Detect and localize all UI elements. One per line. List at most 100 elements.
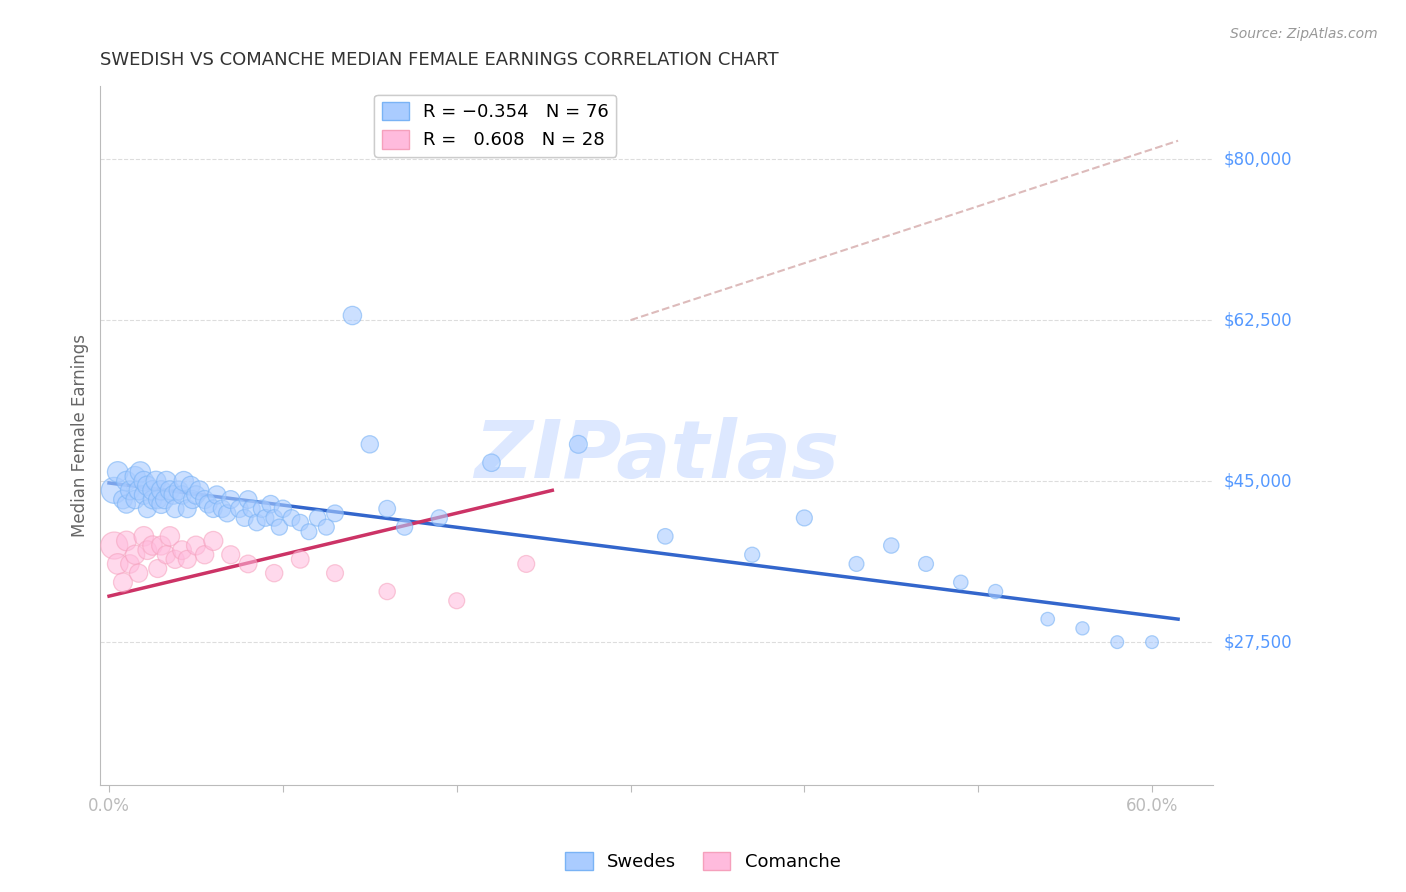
Point (271, 501, 294, 516)
Point (260, 497, 283, 511)
Point (211, 501, 233, 516)
Point (162, 488, 184, 502)
Point (375, 584, 398, 599)
Point (146, 561, 169, 575)
Point (280, 511, 302, 525)
Point (741, 548, 763, 562)
Point (103, 483, 125, 498)
Point (915, 557, 938, 571)
Text: $27,500: $27,500 (1225, 633, 1292, 651)
Point (984, 584, 1007, 599)
Point (845, 557, 868, 571)
Point (181, 492, 204, 507)
Point (290, 552, 312, 566)
Point (111, 575, 134, 590)
Text: Source: ZipAtlas.com: Source: ZipAtlas.com (1230, 27, 1378, 41)
Point (165, 552, 187, 566)
Legend: R = −0.354   N = 76, R =   0.608   N = 28: R = −0.354 N = 76, R = 0.608 N = 28 (374, 95, 616, 157)
Point (307, 511, 329, 525)
Point (124, 492, 146, 507)
Point (250, 501, 273, 516)
Point (315, 520, 337, 534)
Point (170, 488, 193, 502)
Point (194, 492, 217, 507)
Legend: Swedes, Comanche: Swedes, Comanche (558, 845, 848, 879)
Point (184, 539, 207, 553)
Point (194, 548, 217, 562)
Text: $80,000: $80,000 (1225, 150, 1292, 168)
Point (159, 483, 181, 498)
Point (115, 497, 138, 511)
Point (167, 483, 190, 498)
Point (136, 501, 159, 516)
Text: SWEDISH VS COMANCHE MEDIAN FEMALE EARNINGS CORRELATION CHART: SWEDISH VS COMANCHE MEDIAN FEMALE EARNIN… (100, 51, 779, 69)
Point (481, 456, 503, 470)
Point (233, 511, 256, 525)
Point (263, 566, 285, 581)
Point (219, 492, 242, 507)
Point (111, 492, 134, 507)
Point (880, 539, 903, 553)
Point (153, 492, 176, 507)
Point (150, 497, 173, 511)
Point (103, 539, 125, 553)
Point (176, 501, 198, 516)
Point (128, 483, 150, 498)
Point (184, 488, 207, 502)
Point (219, 548, 242, 562)
Text: ZIPatlas: ZIPatlas (474, 417, 839, 495)
Point (427, 511, 450, 525)
Point (180, 479, 202, 493)
Point (446, 593, 468, 607)
Point (132, 474, 155, 488)
Point (228, 501, 250, 516)
Point (141, 483, 163, 498)
Point (141, 492, 163, 507)
Text: $62,500: $62,500 (1225, 311, 1292, 329)
Point (129, 465, 152, 479)
Point (150, 539, 173, 553)
Point (115, 474, 138, 488)
Point (359, 437, 381, 451)
Point (173, 474, 195, 488)
Point (1071, 621, 1094, 635)
Point (290, 516, 312, 530)
Point (949, 575, 972, 590)
Point (118, 483, 141, 498)
Point (150, 483, 173, 498)
Point (1140, 635, 1163, 649)
Point (155, 474, 177, 488)
Point (793, 511, 815, 525)
Point (124, 469, 146, 483)
Text: $45,000: $45,000 (1225, 472, 1292, 490)
Point (515, 557, 537, 571)
Point (146, 492, 169, 507)
Point (197, 497, 219, 511)
Point (342, 309, 364, 323)
Point (298, 524, 321, 539)
Point (654, 529, 676, 543)
Point (115, 533, 138, 548)
Point (323, 506, 346, 520)
Point (132, 529, 155, 543)
Point (124, 548, 146, 562)
Point (107, 465, 129, 479)
Point (188, 483, 211, 498)
Point (246, 516, 269, 530)
Point (1107, 635, 1129, 649)
Point (107, 557, 129, 571)
Point (165, 501, 187, 516)
Point (128, 566, 150, 581)
Point (236, 557, 259, 571)
Point (136, 543, 159, 558)
Point (159, 529, 181, 543)
Y-axis label: Median Female Earnings: Median Female Earnings (72, 334, 89, 537)
Point (323, 566, 346, 581)
Point (375, 501, 398, 516)
Point (236, 492, 259, 507)
Point (170, 543, 193, 558)
Point (176, 552, 198, 566)
Point (141, 539, 163, 553)
Point (136, 479, 159, 493)
Point (269, 520, 291, 534)
